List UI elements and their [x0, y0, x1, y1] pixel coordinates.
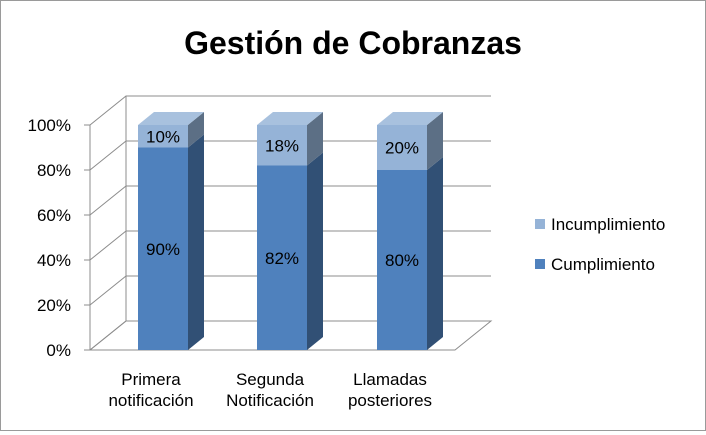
gridline — [89, 275, 491, 306]
x-category-label: Notificación — [226, 391, 314, 410]
gridline — [89, 185, 491, 216]
bar-front — [377, 125, 427, 170]
x-axis: Primera notificación Segunda Notificación Ll… — [108, 370, 432, 410]
data-label: 18% — [265, 136, 299, 155]
gridline — [89, 95, 491, 126]
bar-front — [377, 170, 427, 350]
y-tick-label: 40% — [37, 251, 71, 270]
legend-label: Incumplimiento — [551, 215, 665, 234]
data-label: 20% — [385, 139, 419, 158]
bar-top — [257, 112, 323, 125]
bar-side — [427, 112, 443, 170]
bar-top — [138, 112, 204, 125]
y-tick-label: 80% — [37, 161, 71, 180]
gridline — [89, 230, 491, 261]
bar-segment-cumplimiento: 80% — [377, 157, 443, 350]
bar-front — [257, 165, 307, 350]
bar-side — [188, 112, 204, 148]
bar-segment-incumplimiento: 20% — [377, 112, 443, 170]
legend: Incumplimiento Cumplimiento — [535, 215, 665, 274]
bar-segment-incumplimiento: 18% — [257, 112, 323, 166]
x-category-label: posteriores — [348, 391, 432, 410]
x-category-label: Llamadas — [353, 370, 427, 389]
data-label: 10% — [146, 127, 180, 146]
bar-side — [188, 134, 204, 350]
x-category-label: Segunda — [236, 370, 305, 389]
y-tick-label: 20% — [37, 296, 71, 315]
bar-segment-incumplimiento: 10% — [138, 112, 204, 148]
bars: 90% 10% 82% 18% 80% 20% — [138, 112, 443, 350]
gridline — [89, 320, 491, 351]
legend-swatch — [535, 259, 545, 269]
bar-front — [138, 125, 188, 148]
bar-front — [138, 147, 188, 350]
chart-title: Gestión de Cobranzas — [184, 25, 522, 61]
legend-label: Cumplimiento — [551, 255, 655, 274]
bar-front — [257, 125, 307, 166]
x-category-label: notificación — [108, 391, 193, 410]
bar-segment-cumplimiento: 82% — [257, 152, 323, 350]
gridlines — [89, 95, 491, 351]
bar-side — [427, 157, 443, 350]
data-label: 82% — [265, 249, 299, 268]
bar-side — [307, 112, 323, 166]
y-tick-label: 100% — [28, 116, 71, 135]
bar-segment-cumplimiento: 90% — [138, 134, 204, 350]
y-tick-label: 60% — [37, 206, 71, 225]
legend-item-cumplimiento: Cumplimiento — [535, 255, 655, 274]
data-label: 80% — [385, 251, 419, 270]
y-axis: 0% 20% 40% 60% 80% 100% — [28, 116, 90, 360]
bar-top — [377, 112, 443, 125]
data-label: 90% — [146, 240, 180, 259]
bar-side — [307, 152, 323, 350]
x-category-label: Primera — [121, 370, 181, 389]
legend-swatch — [535, 219, 545, 229]
legend-item-incumplimiento: Incumplimiento — [535, 215, 665, 234]
y-tick-label: 0% — [46, 341, 71, 360]
gridline — [89, 140, 491, 171]
